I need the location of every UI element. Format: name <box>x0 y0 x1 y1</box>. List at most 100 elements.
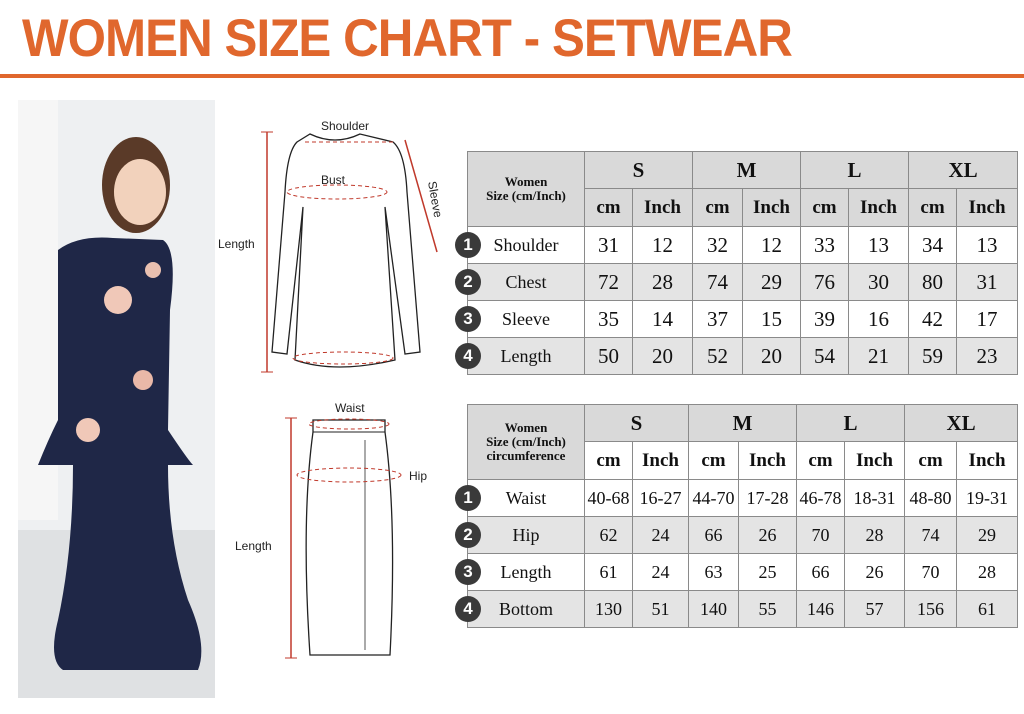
value-cell: 26 <box>737 516 798 554</box>
measurement-label: Chest <box>505 271 547 292</box>
value-cell: 74 <box>692 263 743 301</box>
waist-label: Waist <box>335 401 365 415</box>
value-cell: 28 <box>844 516 906 554</box>
size-header-s: S <box>584 404 689 442</box>
value-cell: 30 <box>848 263 910 301</box>
table-row: 4 Bottom 130 51 140 55 146 57 156 61 <box>455 590 1019 628</box>
size-header-l: L <box>796 404 906 442</box>
value-cell: 23 <box>956 337 1019 375</box>
value-cell: 25 <box>737 553 798 591</box>
value-cell: 51 <box>632 590 689 628</box>
value-cell: 31 <box>584 226 633 264</box>
unit-header-inch: Inch <box>844 441 906 480</box>
measurement-label: Sleeve <box>502 308 550 329</box>
value-cell: 140 <box>688 590 739 628</box>
value-cell: 59 <box>908 337 958 375</box>
title-divider <box>0 74 1024 78</box>
value-cell: 20 <box>741 337 802 375</box>
measurement-label: Shoulder <box>493 234 559 255</box>
unit-header-inch: Inch <box>737 441 798 480</box>
top-garment-diagram: Shoulder Bust Length Sleeve <box>218 119 445 373</box>
value-cell: 70 <box>904 553 958 591</box>
value-cell: 156 <box>904 590 958 628</box>
value-cell: 76 <box>800 263 850 301</box>
table-row: 3 Sleeve 35 14 37 15 39 16 42 17 <box>455 300 1019 338</box>
row-number-badge: 3 <box>455 306 481 332</box>
value-cell: 40-68 <box>584 479 633 517</box>
table-corner-header: Women Size (cm/Inch) circumference <box>467 404 585 480</box>
shoulder-label: Shoulder <box>321 119 369 133</box>
value-cell: 50 <box>584 337 633 375</box>
row-label-cell: 3 Sleeve <box>455 300 585 338</box>
value-cell: 146 <box>796 590 846 628</box>
value-cell: 13 <box>848 226 910 264</box>
bottom-size-table: Women Size (cm/Inch) circumference S M L X… <box>455 404 1019 628</box>
value-cell: 70 <box>796 516 846 554</box>
unit-header-cm: cm <box>692 188 743 227</box>
row-label-cell: 3 Length <box>455 553 585 591</box>
value-cell: 31 <box>956 263 1019 301</box>
row-label-cell: 1 Shoulder <box>455 226 585 264</box>
value-cell: 35 <box>584 300 633 338</box>
measurement-label: Length <box>500 561 552 582</box>
value-cell: 61 <box>956 590 1019 628</box>
row-label-cell: 1 Waist <box>455 479 585 517</box>
unit-header-inch: Inch <box>956 188 1019 227</box>
row-label-cell: 2 Hip <box>455 516 585 554</box>
row-label-cell: 4 Length <box>455 337 585 375</box>
value-cell: 52 <box>692 337 743 375</box>
page-title: WOMEN SIZE CHART - SETWEAR <box>22 9 793 68</box>
length-label: Length <box>218 237 255 251</box>
table-corner-header: Women Size (cm/Inch) <box>467 151 585 227</box>
value-cell: 54 <box>800 337 850 375</box>
value-cell: 17 <box>956 300 1019 338</box>
table-row: 4 Length 50 20 52 20 54 21 59 23 <box>455 337 1019 375</box>
value-cell: 66 <box>796 553 846 591</box>
value-cell: 72 <box>584 263 633 301</box>
hip-label: Hip <box>409 469 427 483</box>
unit-header-inch: Inch <box>848 188 910 227</box>
size-header-l: L <box>800 151 910 189</box>
value-cell: 24 <box>632 553 689 591</box>
unit-header-cm: cm <box>904 441 958 480</box>
unit-header-inch: Inch <box>741 188 802 227</box>
value-cell: 20 <box>632 337 693 375</box>
row-number-badge: 3 <box>455 559 481 585</box>
table-row: 3 Length 61 24 63 25 66 26 70 28 <box>455 553 1019 591</box>
measurement-label: Hip <box>512 524 540 545</box>
row-number-badge: 2 <box>455 522 481 548</box>
value-cell: 24 <box>632 516 689 554</box>
value-cell: 28 <box>632 263 693 301</box>
measurement-label: Bottom <box>498 598 553 619</box>
unit-header-cm: cm <box>908 188 958 227</box>
row-label-cell: 4 Bottom <box>455 590 585 628</box>
value-cell: 32 <box>692 226 743 264</box>
value-cell: 16-27 <box>632 479 689 517</box>
value-cell: 37 <box>692 300 743 338</box>
value-cell: 63 <box>688 553 739 591</box>
value-cell: 74 <box>904 516 958 554</box>
unit-header-inch: Inch <box>956 441 1019 480</box>
value-cell: 21 <box>848 337 910 375</box>
top-size-table: Women Size (cm/Inch) S M L XL cm Inch cm Inc… <box>455 151 1019 375</box>
length-label: Length <box>235 539 272 553</box>
size-header-m: M <box>691 151 802 189</box>
row-number-badge: 4 <box>455 596 481 622</box>
row-number-badge: 2 <box>455 269 481 295</box>
value-cell: 46-78 <box>796 479 846 517</box>
measurement-label: Length <box>500 345 552 366</box>
value-cell: 80 <box>908 263 958 301</box>
unit-header-inch: Inch <box>632 188 693 227</box>
value-cell: 33 <box>800 226 850 264</box>
value-cell: 17-28 <box>737 479 798 517</box>
value-cell: 62 <box>584 516 633 554</box>
table-row: 2 Hip 62 24 66 26 70 28 74 29 <box>455 516 1019 554</box>
value-cell: 18-31 <box>844 479 906 517</box>
value-cell: 34 <box>908 226 958 264</box>
table-row: 1 Shoulder 31 12 32 12 33 13 34 13 <box>455 226 1019 264</box>
unit-header-cm: cm <box>800 188 850 227</box>
value-cell: 29 <box>956 516 1019 554</box>
row-number-badge: 1 <box>455 485 481 511</box>
row-label-cell: 2 Chest <box>455 263 585 301</box>
value-cell: 13 <box>956 226 1019 264</box>
